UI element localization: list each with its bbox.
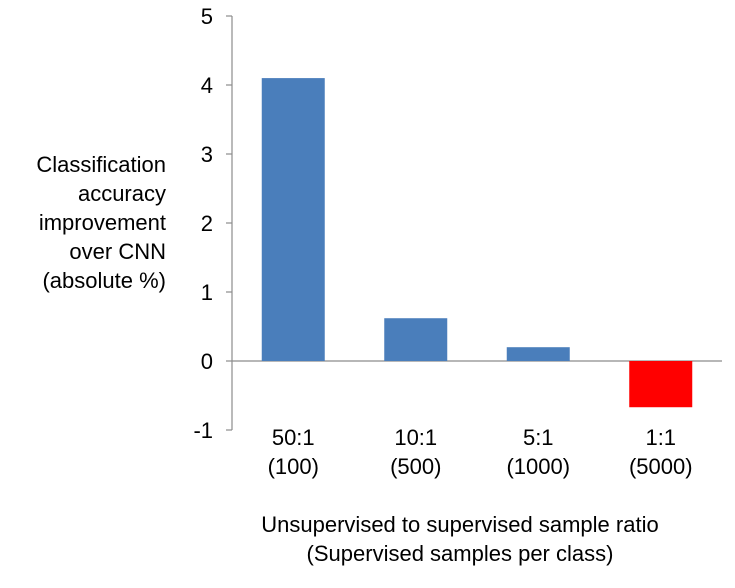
x-tick-label: 10:1 [394,425,437,450]
x-tick-label: 1:1 [645,425,676,450]
y-axis-label-line: (absolute %) [42,268,166,293]
x-tick-label: 50:1 [272,425,315,450]
y-axis-label-line: Classification [36,152,166,177]
y-tick-label: 2 [201,211,213,236]
bar [384,318,448,361]
y-tick-label: 5 [201,4,213,29]
y-tick-label: -1 [193,418,213,443]
bar [506,347,570,361]
y-axis-label: Classification accuracy improvement over… [0,150,166,295]
bar [629,361,693,408]
y-tick-label: 1 [201,280,213,305]
x-tick-label: (1000) [506,454,570,479]
x-tick-label: (500) [390,454,441,479]
y-tick-label: 0 [201,349,213,374]
x-tick-label: 5:1 [523,425,554,450]
y-axis-label-line: improvement [38,210,166,235]
y-tick-label: 3 [201,142,213,167]
x-axis-label: Unsupervised to supervised sample ratio … [200,510,720,568]
x-axis-label-line: Unsupervised to supervised sample ratio [261,512,659,537]
y-axis-label-line: over CNN [69,239,166,264]
x-tick-label: (5000) [629,454,693,479]
y-tick-label: 4 [201,73,213,98]
x-tick-label: (100) [268,454,319,479]
x-axis-label-line: (Supervised samples per class) [306,541,614,566]
bar [261,78,325,361]
y-axis-label-line: accuracy [77,181,166,206]
